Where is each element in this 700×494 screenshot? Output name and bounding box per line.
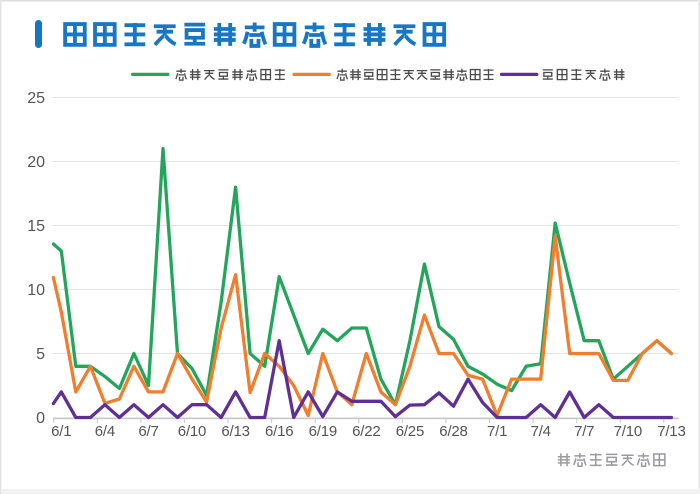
svg-text:6/28: 6/28	[439, 423, 467, 440]
svg-text:20: 20	[27, 154, 45, 171]
svg-text:15: 15	[27, 218, 45, 235]
svg-text:10: 10	[27, 282, 45, 299]
svg-text:5: 5	[36, 346, 45, 363]
svg-text:6/22: 6/22	[352, 423, 380, 440]
svg-text:6/7: 6/7	[138, 423, 158, 440]
svg-text:7/4: 7/4	[531, 423, 551, 440]
svg-text:7/10: 7/10	[614, 423, 642, 440]
svg-text:6/19: 6/19	[309, 423, 337, 440]
svg-text:6/16: 6/16	[265, 423, 293, 440]
svg-text:6/10: 6/10	[178, 423, 206, 440]
svg-text:25: 25	[27, 90, 45, 107]
svg-text:6/13: 6/13	[221, 423, 249, 440]
svg-text:7/7: 7/7	[574, 423, 594, 440]
svg-text:0: 0	[36, 410, 45, 427]
svg-text:6/1: 6/1	[51, 423, 71, 440]
svg-text:6/25: 6/25	[396, 423, 424, 440]
svg-text:7/1: 7/1	[487, 423, 507, 440]
svg-text:6/4: 6/4	[95, 423, 115, 440]
svg-text:7/13: 7/13	[657, 423, 685, 440]
